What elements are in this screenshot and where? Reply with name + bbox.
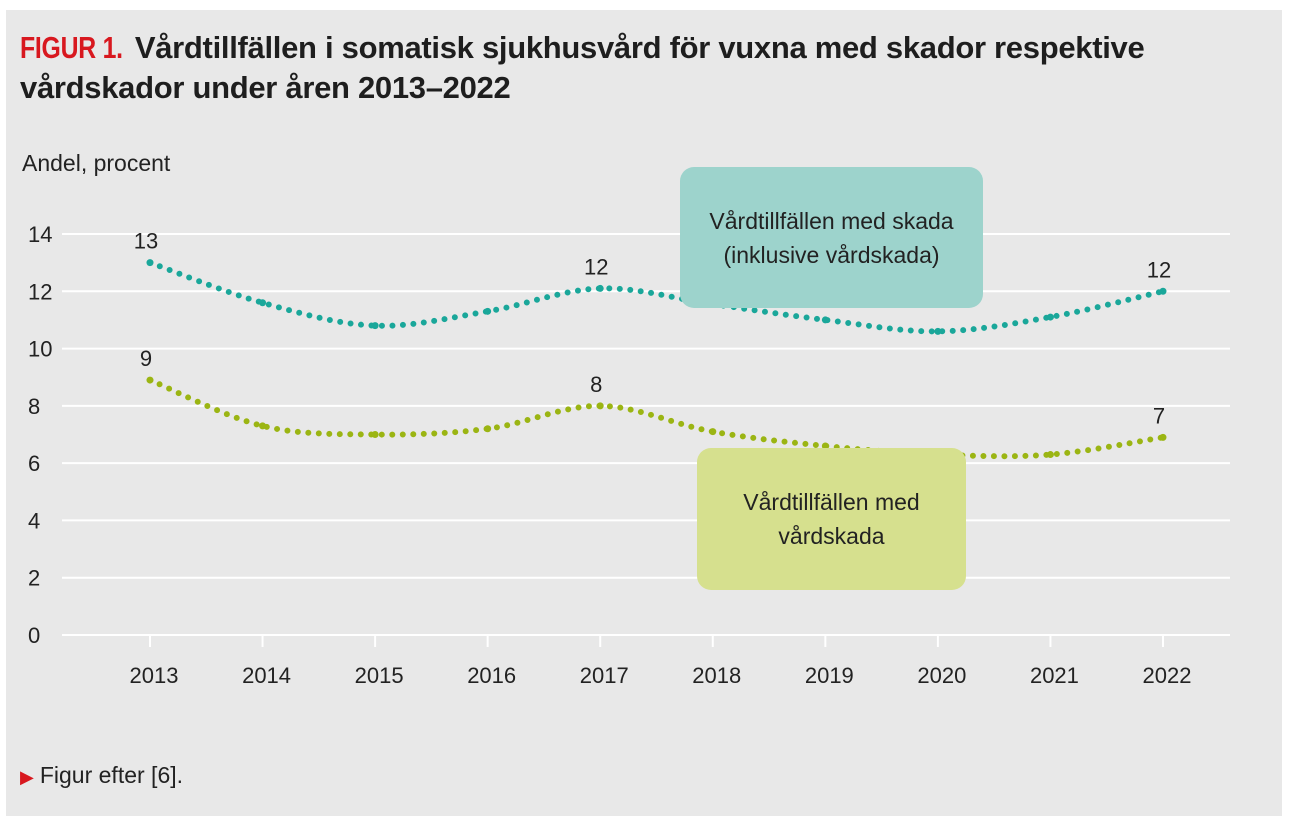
- data-point: [484, 307, 492, 315]
- y-tick-label: 2: [28, 566, 40, 591]
- legend-label: Vårdtillfällen med: [743, 489, 920, 515]
- data-label: 12: [584, 254, 608, 279]
- triangle-icon: ▶: [20, 767, 34, 787]
- footnote-text: Figur efter [6].: [39, 762, 184, 788]
- figure-title-text: Vårdtillfällen i somatisk sjukhusvård fö…: [20, 30, 1145, 105]
- footnote: ▶ Figur efter [6].: [20, 762, 183, 789]
- data-point: [596, 402, 604, 410]
- y-tick-label: 12: [28, 279, 52, 304]
- y-axis-label: Andel, procent: [22, 150, 171, 176]
- x-tick-label: 2015: [355, 663, 404, 688]
- data-label: 13: [134, 229, 158, 254]
- legend-label: vårdskada: [778, 523, 885, 549]
- data-point: [259, 299, 267, 307]
- data-label: 8: [590, 372, 602, 397]
- x-tick-label: 2018: [692, 663, 741, 688]
- x-tick-label: 2016: [467, 663, 516, 688]
- x-tick-label: 2013: [130, 663, 179, 688]
- data-point: [821, 316, 829, 324]
- y-tick-label: 14: [28, 222, 52, 247]
- x-tick-label: 2019: [805, 663, 854, 688]
- data-label: 12: [1147, 257, 1171, 282]
- data-point: [596, 284, 604, 292]
- series-line-0: [147, 259, 1166, 335]
- data-point: [1159, 287, 1167, 295]
- figure-number: FIGUR 1.: [20, 30, 123, 65]
- data-point: [1046, 451, 1054, 459]
- y-tick-label: 4: [28, 508, 40, 533]
- data-point: [146, 376, 154, 384]
- data-point: [259, 422, 267, 430]
- data-point: [484, 425, 492, 433]
- data-point: [821, 442, 829, 450]
- legend-label: (inklusive vårdskada): [723, 241, 940, 268]
- data-point: [709, 428, 717, 436]
- series-line-1: [147, 377, 1166, 460]
- y-tick-label: 0: [28, 623, 40, 648]
- x-tick-label: 2014: [242, 663, 291, 688]
- data-point: [371, 322, 379, 330]
- data-point: [1159, 433, 1167, 441]
- x-tick-label: 2022: [1143, 663, 1192, 688]
- legend-label: Vårdtillfällen med skada: [709, 207, 954, 234]
- data-point: [1046, 313, 1054, 321]
- data-point: [371, 431, 379, 438]
- y-tick-label: 6: [28, 451, 40, 476]
- y-tick-label: 10: [28, 337, 52, 362]
- legend-box-vardskada: Vårdtillfällen med vårdskada: [697, 448, 966, 590]
- data-label: 9: [140, 346, 152, 371]
- legend-box-skada: Vårdtillfällen med skada (inklusive vårds…: [680, 167, 983, 308]
- data-label: 7: [1153, 403, 1165, 428]
- data-point: [146, 259, 154, 267]
- data-point: [934, 327, 942, 335]
- x-tick-label: 2020: [917, 663, 966, 688]
- x-tick-label: 2021: [1030, 663, 1079, 688]
- y-tick-label: 8: [28, 394, 40, 419]
- figure-panel: [6, 10, 1282, 816]
- figure-title: FIGUR 1. Vårdtillfällen i somatisk sjukh…: [20, 28, 1260, 108]
- x-tick-label: 2017: [580, 663, 629, 688]
